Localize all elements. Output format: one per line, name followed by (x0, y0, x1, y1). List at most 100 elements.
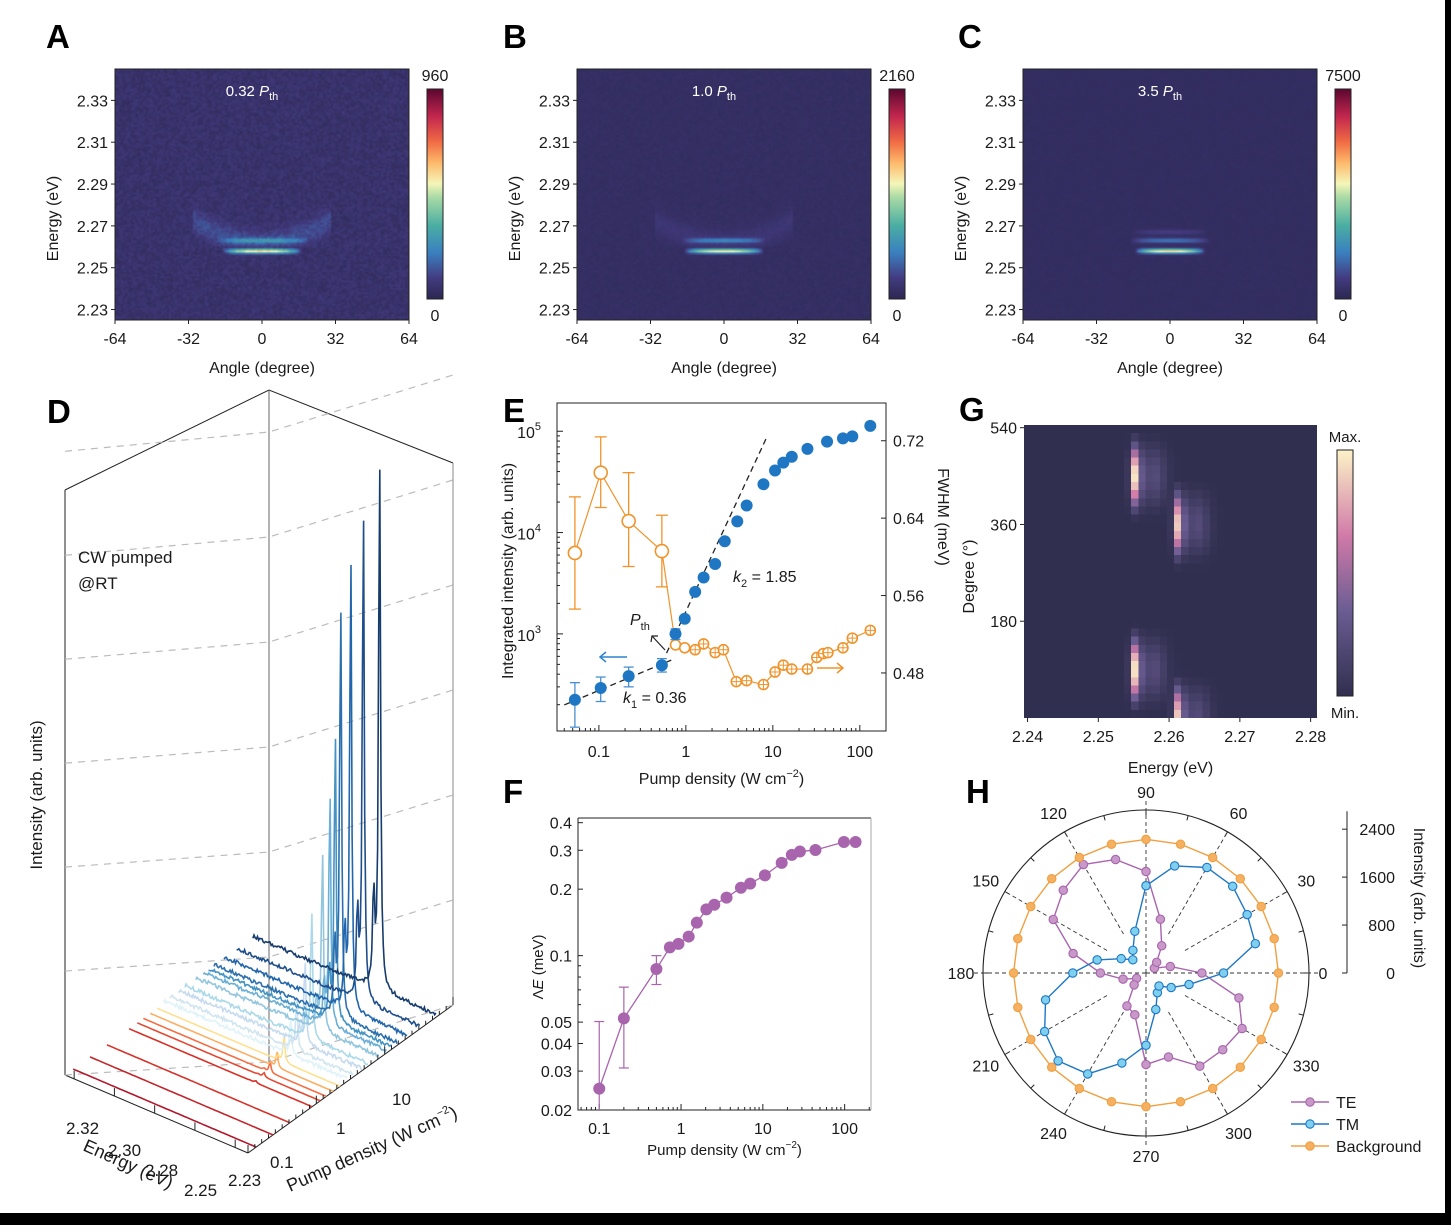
delta-e-point (809, 843, 822, 856)
colorbar-min-label: 0 (893, 308, 902, 325)
intensity-tick-label: 1600 (1359, 870, 1395, 887)
series-point-background (1175, 839, 1186, 849)
delta-e-point (593, 1082, 606, 1095)
angle-tick (1030, 857, 1035, 862)
heatmap-image (1023, 69, 1317, 320)
intensity-point (757, 478, 770, 491)
series-point-tm (1184, 979, 1194, 990)
pump-tick-label: 0.1 (270, 1153, 294, 1172)
y-tick-label: 180 (990, 614, 1017, 631)
x-label-part: ) (797, 1142, 802, 1159)
series-point-te (1129, 980, 1139, 990)
title-value: 3.5 (1138, 83, 1163, 100)
panel-label-b: B (503, 18, 527, 55)
y-tick-label: 2.23 (77, 303, 108, 320)
angle-tick-label: 270 (1133, 1149, 1160, 1166)
title-subscript: th (1173, 91, 1182, 103)
intensity-point (709, 557, 722, 570)
series-point-te (1048, 914, 1059, 925)
y2-tick-label: 0.72 (893, 434, 924, 451)
series-point-background (1026, 901, 1036, 912)
series-point-tm (1250, 938, 1261, 949)
k2-annotation: k2 = 1.85 (733, 569, 797, 590)
colorbar-max-label: Max. (1329, 429, 1362, 446)
x-tick-label: 2.26 (1154, 729, 1185, 746)
polar-spoke (1184, 995, 1288, 1055)
intensity-point (821, 435, 834, 448)
y-label-part: Λ (530, 989, 547, 999)
series-point-background (1269, 933, 1279, 944)
series-point-background (1207, 1083, 1218, 1094)
series-point-tm (1154, 981, 1164, 991)
grid-line (64, 479, 454, 556)
y-tick-label: 0.4 (550, 816, 572, 833)
series-point-background (1256, 901, 1266, 912)
y-tick-label: 0.03 (541, 1064, 572, 1081)
y-tick-label: 2.31 (539, 135, 570, 152)
frame-border-right (1445, 0, 1451, 1213)
intensity-point (785, 450, 798, 463)
panel-a: 0.32 Pth 2.23 2.25 2.27 2.29 2.31 2.33 -64 -32 0 3… (45, 68, 448, 377)
y-tick-label: 2.29 (77, 177, 108, 194)
y-tick-label: 2.31 (985, 135, 1016, 152)
spectrum-trace (106, 1044, 291, 1124)
x-tick-label: -64 (565, 331, 588, 348)
x-tick-label: 2.24 (1012, 729, 1043, 746)
intensity-point (740, 499, 753, 512)
x-tick-label: -64 (103, 331, 126, 348)
x-label-part: −2 (786, 768, 799, 780)
series-point-tm (1068, 968, 1078, 978)
y-tick-label: 2.27 (985, 219, 1016, 236)
colorbar (888, 88, 906, 300)
intensity-tick-label: 2400 (1359, 822, 1395, 839)
spectrum-trace (89, 1056, 274, 1136)
pump-axis-label: Pump density (W cm−2) (283, 1101, 460, 1195)
y-tick-label: 2.27 (539, 219, 570, 236)
angle-tick (988, 930, 994, 933)
angle-tick-label: 210 (972, 1059, 999, 1076)
colorbar-min-label: 0 (431, 308, 440, 325)
series-point-background (1256, 1034, 1266, 1045)
title-subscript: th (727, 91, 736, 103)
panel-label-f: F (503, 773, 524, 810)
pump-tick-label: 1 (336, 1119, 345, 1138)
grid-line (64, 899, 454, 972)
x-tick-label: 64 (400, 331, 418, 348)
y-axis-label: ΛE (meV) (530, 934, 547, 999)
x-tick-label: 32 (789, 331, 807, 348)
series-point-tm (1039, 1026, 1050, 1037)
intensity-point (697, 571, 710, 584)
x-tick-label: 10 (764, 744, 782, 761)
angle-tick (1186, 815, 1189, 821)
x-tick-label: 0 (720, 331, 729, 348)
x-tick-label: 10 (754, 1121, 772, 1138)
energy-tick-label: 2.32 (66, 1119, 99, 1138)
title-value: 0.32 (226, 83, 259, 100)
x-tick-label: 32 (1235, 331, 1253, 348)
series-point-tm (1116, 953, 1126, 964)
colorbar-max-label: 7500 (1325, 68, 1361, 85)
panel-f: 0.1 1 10 100 0.02 0.03 0.04 0.05 0.1 0.2 0.3 0.4 Pum… (530, 816, 872, 1159)
x-tick-label: 64 (862, 331, 880, 348)
y-tick-label: 540 (990, 421, 1017, 438)
value: = 0.36 (637, 690, 686, 707)
grid-line (64, 794, 454, 868)
series-point-tm (1151, 1004, 1161, 1015)
grid-line (64, 374, 454, 452)
y-tick-label: 2.25 (77, 261, 108, 278)
series-point-te (1078, 859, 1089, 870)
annotation-line-1: CW pumped (78, 548, 172, 567)
x-tick-label: 1 (677, 1121, 686, 1138)
y-tick-exponent: 5 (535, 421, 541, 433)
spectrum-trace (169, 993, 354, 1077)
grid-line-base (64, 1004, 454, 1076)
spectrum-trace (202, 798, 387, 1053)
panel-c: 3.5 Pth 2.23 2.25 2.27 2.29 2.31 2.33 -64 -32 0 32… (953, 68, 1361, 377)
spectrum-trace (213, 612, 398, 1045)
spectrum-trace (72, 1068, 257, 1148)
intensity-point (769, 464, 782, 477)
spectrum-trace (195, 854, 380, 1058)
x-tick-label: -64 (1011, 331, 1034, 348)
intensity-point (836, 432, 849, 445)
y-tick-label: 2.25 (539, 261, 570, 278)
